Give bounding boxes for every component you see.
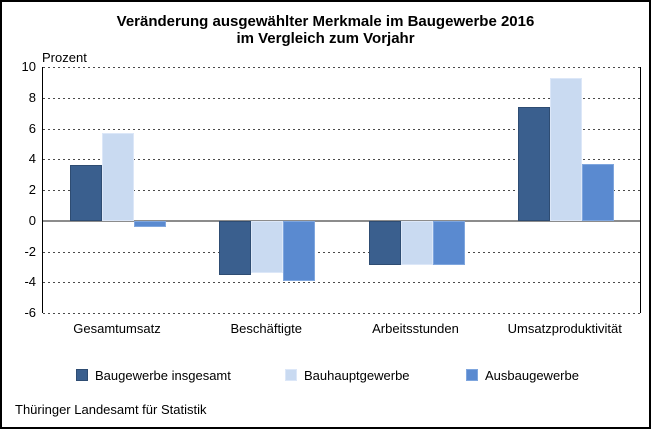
bar-ausbaugewerbe-umsatzproduktivität: [581, 163, 614, 221]
legend-label: Bauhauptgewerbe: [304, 368, 410, 383]
x-axis-category-label: Gesamtumsatz: [73, 321, 161, 336]
legend-item: Bauhauptgewerbe: [285, 368, 410, 384]
gridline: [43, 159, 640, 161]
legend-label: Baugewerbe insgesamt: [95, 368, 231, 383]
legend-swatch-bauhauptgewerbe: [285, 369, 297, 381]
y-axis-tick-label: 0: [28, 212, 36, 228]
bar-ausbaugewerbe-gesamtumsatz: [134, 220, 166, 227]
gridline: [43, 251, 640, 253]
y-axis-tick-label: 10: [21, 59, 36, 74]
legend-item: Ausbaugewerbe: [466, 368, 579, 384]
chart-title-line1: Veränderung ausgewählter Merkmale im Bau…: [116, 13, 535, 30]
x-axis-category-label: Beschäftigte: [230, 321, 303, 336]
bar-bauhauptgewerbe-umsatzproduktivität: [549, 77, 582, 221]
gridline: [43, 313, 640, 314]
x-axis-category-label: Umsatzproduktivität: [507, 321, 622, 336]
gridline: [43, 190, 640, 191]
bar-bauhauptgewerbe-arbeitsstunden: [400, 220, 433, 266]
chart-title-line2: im Vergleich zum Vorjahr: [236, 30, 415, 47]
zero-line: [43, 219, 640, 222]
legend-label: Ausbaugewerbe: [485, 368, 579, 383]
bar-baugewerbe-insgesamt-arbeitsstunden: [368, 220, 401, 266]
legend-swatch-baugewerbe-insgesamt: [76, 369, 88, 381]
gridline: [43, 67, 640, 68]
y-axis-tick-label: 4: [28, 151, 36, 167]
y-axis-unit-label: Prozent: [42, 50, 87, 65]
bar-bauhauptgewerbe-gesamtumsatz: [102, 133, 134, 221]
y-axis-tick-label: 6: [28, 120, 36, 136]
y-axis-tick-label: -6: [24, 305, 36, 320]
legend-swatch-ausbaugewerbe: [466, 369, 478, 381]
y-axis-tick-label: 2: [28, 182, 36, 197]
y-axis-tick-label: -4: [24, 274, 36, 290]
bar-baugewerbe-insgesamt-umsatzproduktivität: [517, 106, 550, 221]
y-axis-tick-label: 8: [28, 89, 36, 105]
x-axis-category-label: Arbeitsstunden: [372, 321, 459, 336]
gridline: [43, 97, 640, 99]
plot-area: [42, 67, 641, 314]
legend-item: Baugewerbe insgesamt: [76, 368, 231, 384]
bar-ausbaugewerbe-beschäftigte: [283, 220, 316, 281]
bar-bauhauptgewerbe-beschäftigte: [251, 220, 284, 274]
gridline: [43, 128, 640, 130]
y-axis-tick-label: -2: [24, 243, 36, 259]
footer-source-label: Thüringer Landesamt für Statistik: [15, 402, 207, 417]
bar-ausbaugewerbe-arbeitsstunden: [432, 220, 465, 266]
chart-title: Veränderung ausgewählter Merkmale im Bau…: [2, 13, 649, 47]
gridline: [43, 282, 640, 284]
bar-baugewerbe-insgesamt-beschäftigte: [219, 220, 252, 275]
bar-baugewerbe-insgesamt-gesamtumsatz: [70, 165, 102, 221]
